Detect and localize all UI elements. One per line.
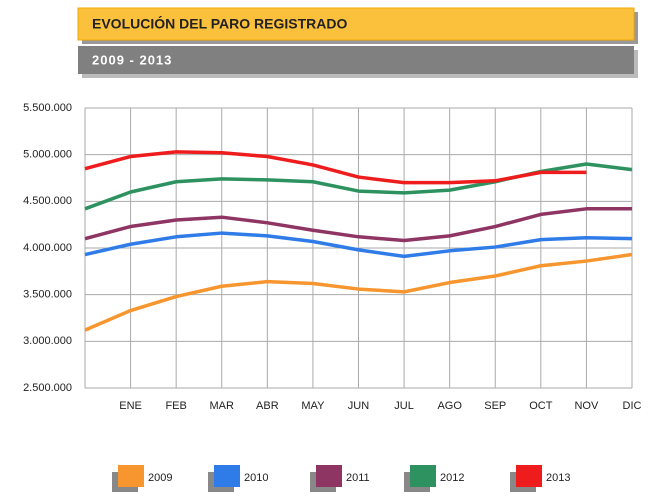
x-tick-label: MAY	[301, 400, 325, 412]
legend-swatch	[118, 465, 144, 487]
x-tick-label: SEP	[484, 400, 506, 412]
y-tick-label: 2.500.000	[23, 382, 72, 394]
legend-label: 2009	[148, 472, 172, 484]
series-line	[84, 252, 633, 332]
chart-subtitle: 2009 - 2013	[92, 52, 172, 67]
subtitle-banner	[78, 46, 634, 74]
x-tick-label: FEB	[165, 400, 186, 412]
y-tick-label: 5.500.000	[23, 102, 72, 114]
legend-label: 2013	[546, 472, 570, 484]
series-line	[84, 231, 633, 259]
title-banner	[77, 7, 635, 41]
y-tick-label: 4.500.000	[23, 195, 72, 207]
x-tick-label: MAR	[210, 400, 235, 412]
legend-swatch	[410, 465, 436, 487]
series-line	[84, 150, 587, 185]
legend-swatch	[214, 465, 240, 487]
legend-label: 2011	[346, 472, 370, 484]
x-tick-label: ABR	[256, 400, 279, 412]
x-tick-label: AGO	[437, 400, 462, 412]
x-tick-label: DIC	[623, 400, 642, 412]
x-tick-label: JUL	[394, 400, 414, 412]
legend-label: 2010	[244, 472, 268, 484]
y-tick-label: 4.000.000	[23, 242, 72, 254]
y-tick-label: 3.500.000	[23, 289, 72, 301]
y-tick-label: 3.000.000	[23, 335, 72, 347]
legend-swatch	[516, 465, 542, 487]
x-tick-label: OCT	[529, 400, 553, 412]
x-tick-label: NOV	[574, 400, 599, 412]
series-line	[84, 207, 632, 243]
y-tick-label: 5.000.000	[23, 149, 72, 161]
x-tick-label: JUN	[348, 400, 369, 412]
legend-swatch	[316, 465, 342, 487]
legend-label: 2012	[440, 472, 464, 484]
x-tick-label: ENE	[119, 400, 142, 412]
chart-title: EVOLUCIÓN DEL PARO REGISTRADO	[92, 15, 348, 32]
